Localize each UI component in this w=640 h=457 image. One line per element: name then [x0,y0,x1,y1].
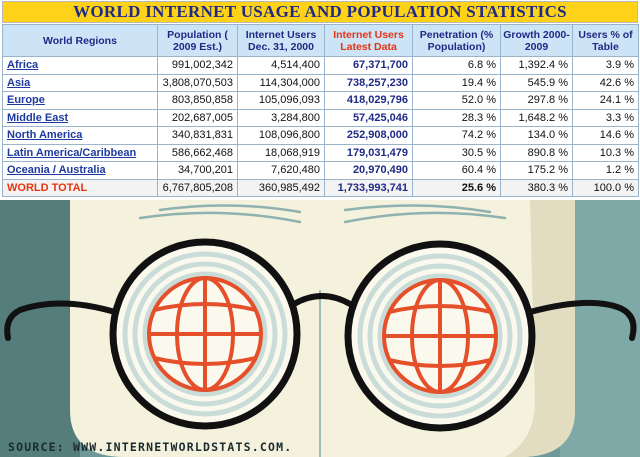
table-cell-latest: 418,029,796 [324,91,413,110]
region-link[interactable]: Asia [2,73,158,92]
table-cell-users2000: 105,096,093 [237,91,325,110]
globe-icon-left [147,276,263,392]
right-lens [344,240,536,432]
table-cell-population: 202,687,005 [157,108,238,127]
table-cell-users2000: 108,096,800 [237,126,325,145]
table-cell-penetration: 30.5 % [412,143,501,162]
table-row: Middle East 202,687,005 3,284,800 57,425,04… [2,108,639,127]
statistics-panel: WORLD INTERNET USAGE AND POPULATION STAT… [0,0,640,200]
table-cell-users2000: 114,304,000 [237,73,325,92]
table-cell-share: 3.9 % [572,56,639,75]
table-cell-growth: 1,648.2 % [500,108,573,127]
globe-icon-right [382,278,498,394]
region-link: WORLD TOTAL [2,178,158,197]
table-cell-population: 803,850,858 [157,91,238,110]
table-title: WORLD INTERNET USAGE AND POPULATION STAT… [2,1,638,23]
face-shade [505,200,575,457]
table-row: Oceania / Australia 34,700,201 7,620,480 20… [2,161,639,180]
table-cell-growth: 175.2 % [500,161,573,180]
table-cell-growth: 297.8 % [500,91,573,110]
table-cell-share: 24.1 % [572,91,639,110]
table-row: Latin America/Caribbean 586,662,468 18,068… [2,143,639,162]
table-cell-population: 3,808,070,503 [157,73,238,92]
table-cell-penetration: 25.6 % [412,178,501,197]
table-cell-population: 991,002,342 [157,56,238,75]
table-cell-users2000: 18,068,919 [237,143,325,162]
column-header: Internet Users Dec. 31, 2000 [237,24,325,57]
table-cell-population: 340,831,831 [157,126,238,145]
table-cell-population: 34,700,201 [157,161,238,180]
table-cell-users2000: 4,514,400 [237,56,325,75]
column-header: Internet Users Latest Data [324,24,413,57]
region-link[interactable]: Latin America/Caribbean [2,143,158,162]
left-shadow [0,200,80,457]
table-cell-growth: 890.8 % [500,143,573,162]
table-cell-share: 1.2 % [572,161,639,180]
table-cell-penetration: 19.4 % [412,73,501,92]
table-cell-share: 42.6 % [572,73,639,92]
region-link[interactable]: Oceania / Australia [2,161,158,180]
column-header: Population ( 2009 Est.) [157,24,238,57]
statistics-table: World Regions Population ( 2009 Est.) In… [2,24,639,197]
table-cell-users2000: 360,985,492 [237,178,325,197]
table-cell-latest: 1,733,993,741 [324,178,413,197]
forehead-lines [138,204,507,224]
total-row: WORLD TOTAL 6,767,805,208 360,985,492 1,733… [2,178,639,197]
column-header: Growth 2000-2009 [500,24,573,57]
table-cell-share: 3.3 % [572,108,639,127]
table-row: Africa 991,002,342 4,514,400 67,371,700 6.8 … [2,56,639,75]
region-link[interactable]: Middle East [2,108,158,127]
table-cell-penetration: 60.4 % [412,161,501,180]
left-lens [109,238,301,430]
table-cell-population: 6,767,805,208 [157,178,238,197]
eyeglasses-illustration [0,200,640,457]
table-cell-share: 100.0 % [572,178,639,197]
table-cell-latest: 20,970,490 [324,161,413,180]
table-row: North America 340,831,831 108,096,800 252,9… [2,126,639,145]
table-cell-latest: 67,371,700 [324,56,413,75]
table-cell-share: 10.3 % [572,143,639,162]
table-cell-penetration: 52.0 % [412,91,501,110]
table-cell-growth: 545.9 % [500,73,573,92]
table-cell-penetration: 74.2 % [412,126,501,145]
table-cell-penetration: 6.8 % [412,56,501,75]
table-cell-growth: 1,392.4 % [500,56,573,75]
table-cell-latest: 57,425,046 [324,108,413,127]
table-cell-latest: 738,257,230 [324,73,413,92]
region-link[interactable]: North America [2,126,158,145]
table-cell-penetration: 28.3 % [412,108,501,127]
column-header: Users % of Table [572,24,639,57]
source-credit: SOURCE: WWW.INTERNETWORLDSTATS.COM. [8,440,293,454]
table-cell-latest: 252,908,000 [324,126,413,145]
eyeglasses-icon [4,293,637,341]
region-link[interactable]: Africa [2,56,158,75]
table-cell-users2000: 7,620,480 [237,161,325,180]
header-row: World Regions Population ( 2009 Est.) In… [2,24,639,57]
column-header: World Regions [2,24,158,57]
table-row: Europe 803,850,858 105,096,093 418,029,796 5… [2,91,639,110]
table-cell-users2000: 3,284,800 [237,108,325,127]
table-cell-growth: 134.0 % [500,126,573,145]
table-cell-latest: 179,031,479 [324,143,413,162]
column-header: Penetration (% Population) [412,24,501,57]
table-cell-share: 14.6 % [572,126,639,145]
region-link[interactable]: Europe [2,91,158,110]
table-cell-growth: 380.3 % [500,178,573,197]
table-cell-population: 586,662,468 [157,143,238,162]
table-row: Asia 3,808,070,503 114,304,000 738,257,230 1… [2,73,639,92]
